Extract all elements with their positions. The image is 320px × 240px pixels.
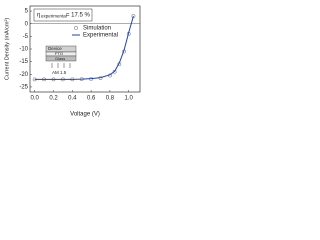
x-tick-label: 0.8 xyxy=(106,96,115,102)
data-line xyxy=(34,15,134,80)
y-tick-label: -25 xyxy=(19,85,28,91)
inset-label: Device xyxy=(48,46,62,51)
light-arrows xyxy=(51,63,71,68)
x-axis-label: Voltage (V) xyxy=(70,112,100,118)
y-axis-label: Current Density (mA/cm²) xyxy=(4,18,10,81)
y-tick-label: -15 xyxy=(19,59,28,65)
inset-label: FTO xyxy=(55,51,63,56)
y-tick-label: -10 xyxy=(19,47,28,53)
x-tick-label: 0.2 xyxy=(49,96,58,102)
inset-layer xyxy=(45,55,77,62)
y-tick-label: 0 xyxy=(25,21,29,27)
x-tick-label: 0.6 xyxy=(87,96,96,102)
legend-label: Simulation xyxy=(83,26,111,32)
annotation-box xyxy=(33,8,93,22)
inset-label: Glass xyxy=(55,56,65,61)
chart: η experimental = 17.5 % Device FTO Glass… xyxy=(4,5,141,118)
y-tick-label: 5 xyxy=(25,9,29,15)
data-point xyxy=(112,69,117,74)
annotation-text: = 17.5 % xyxy=(66,13,91,19)
inset-light: AM 1.5 xyxy=(52,70,67,75)
x-tick-label: 1.0 xyxy=(125,96,134,102)
annotation-subscript: experimental xyxy=(41,14,67,19)
y-tick-label: -5 xyxy=(23,34,29,40)
annotation-symbol: η xyxy=(37,13,40,19)
y-tick-label: -20 xyxy=(19,72,28,78)
inset: Device FTO Glass AM 1.5 xyxy=(45,45,77,75)
legend-label: Experimental xyxy=(83,33,118,39)
legend-marker xyxy=(74,26,78,30)
x-tick-label: 0.4 xyxy=(68,96,77,102)
x-tick-label: 0.0 xyxy=(31,96,40,102)
